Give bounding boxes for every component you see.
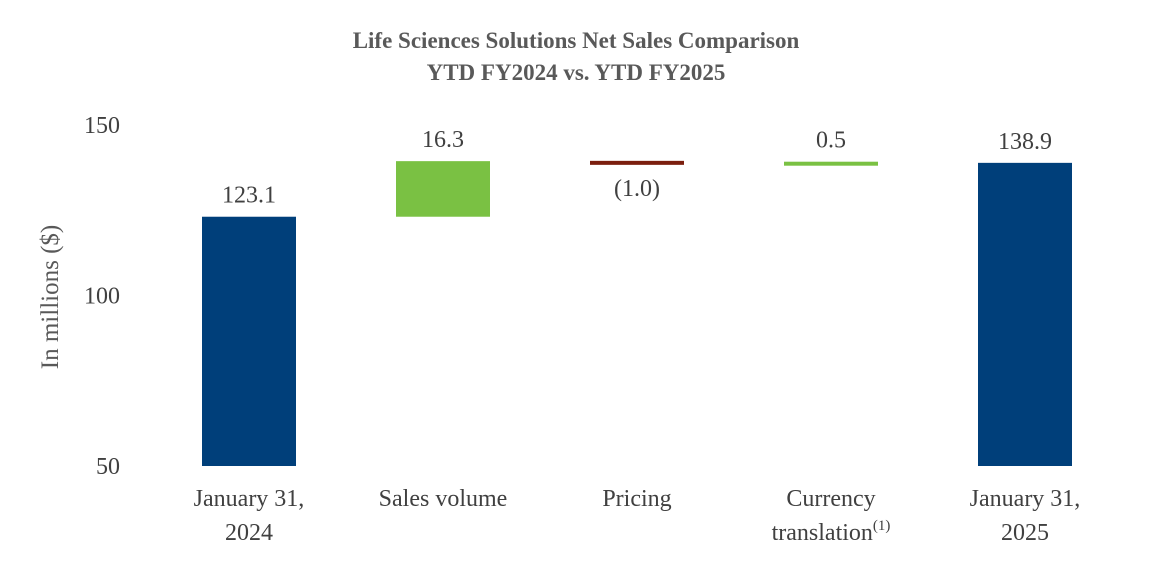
data-label-0: 123.1: [222, 183, 276, 209]
data-label-4: 138.9: [998, 129, 1052, 155]
category-label-3: Currency translation(1): [772, 486, 891, 546]
bar-3: [784, 161, 878, 166]
category-label-0: January 31, 2024: [194, 486, 305, 546]
category-label-1: Sales volume: [379, 486, 508, 512]
bars: [202, 160, 1072, 466]
chart-title: Life Sciences Solutions Net Sales Compar…: [353, 28, 800, 53]
category-label-4: January 31, 2025: [970, 486, 1081, 546]
chart-subtitle: YTD FY2024 vs. YTD FY2025: [427, 60, 726, 85]
data-labels: 123.1 16.3 (1.0) 0.5 138.9: [222, 127, 1052, 209]
bar-2: [590, 160, 684, 165]
y-tick-label: 150: [84, 113, 120, 139]
bar-1: [396, 161, 490, 217]
category-label-2: Pricing: [602, 486, 671, 512]
bar-0: [202, 216, 296, 466]
data-label-2: (1.0): [614, 176, 660, 202]
y-axis-label: In millions ($): [37, 225, 64, 369]
y-tick-label: 100: [84, 284, 120, 310]
data-label-1: 16.3: [422, 127, 464, 153]
y-tick-label: 50: [96, 454, 120, 480]
y-axis-ticks: 50 100 150: [84, 113, 120, 480]
category-labels: January 31, 2024 Sales volume Pricing Curren…: [194, 486, 1081, 546]
data-label-3: 0.5: [816, 128, 846, 154]
bar-4: [978, 162, 1072, 466]
